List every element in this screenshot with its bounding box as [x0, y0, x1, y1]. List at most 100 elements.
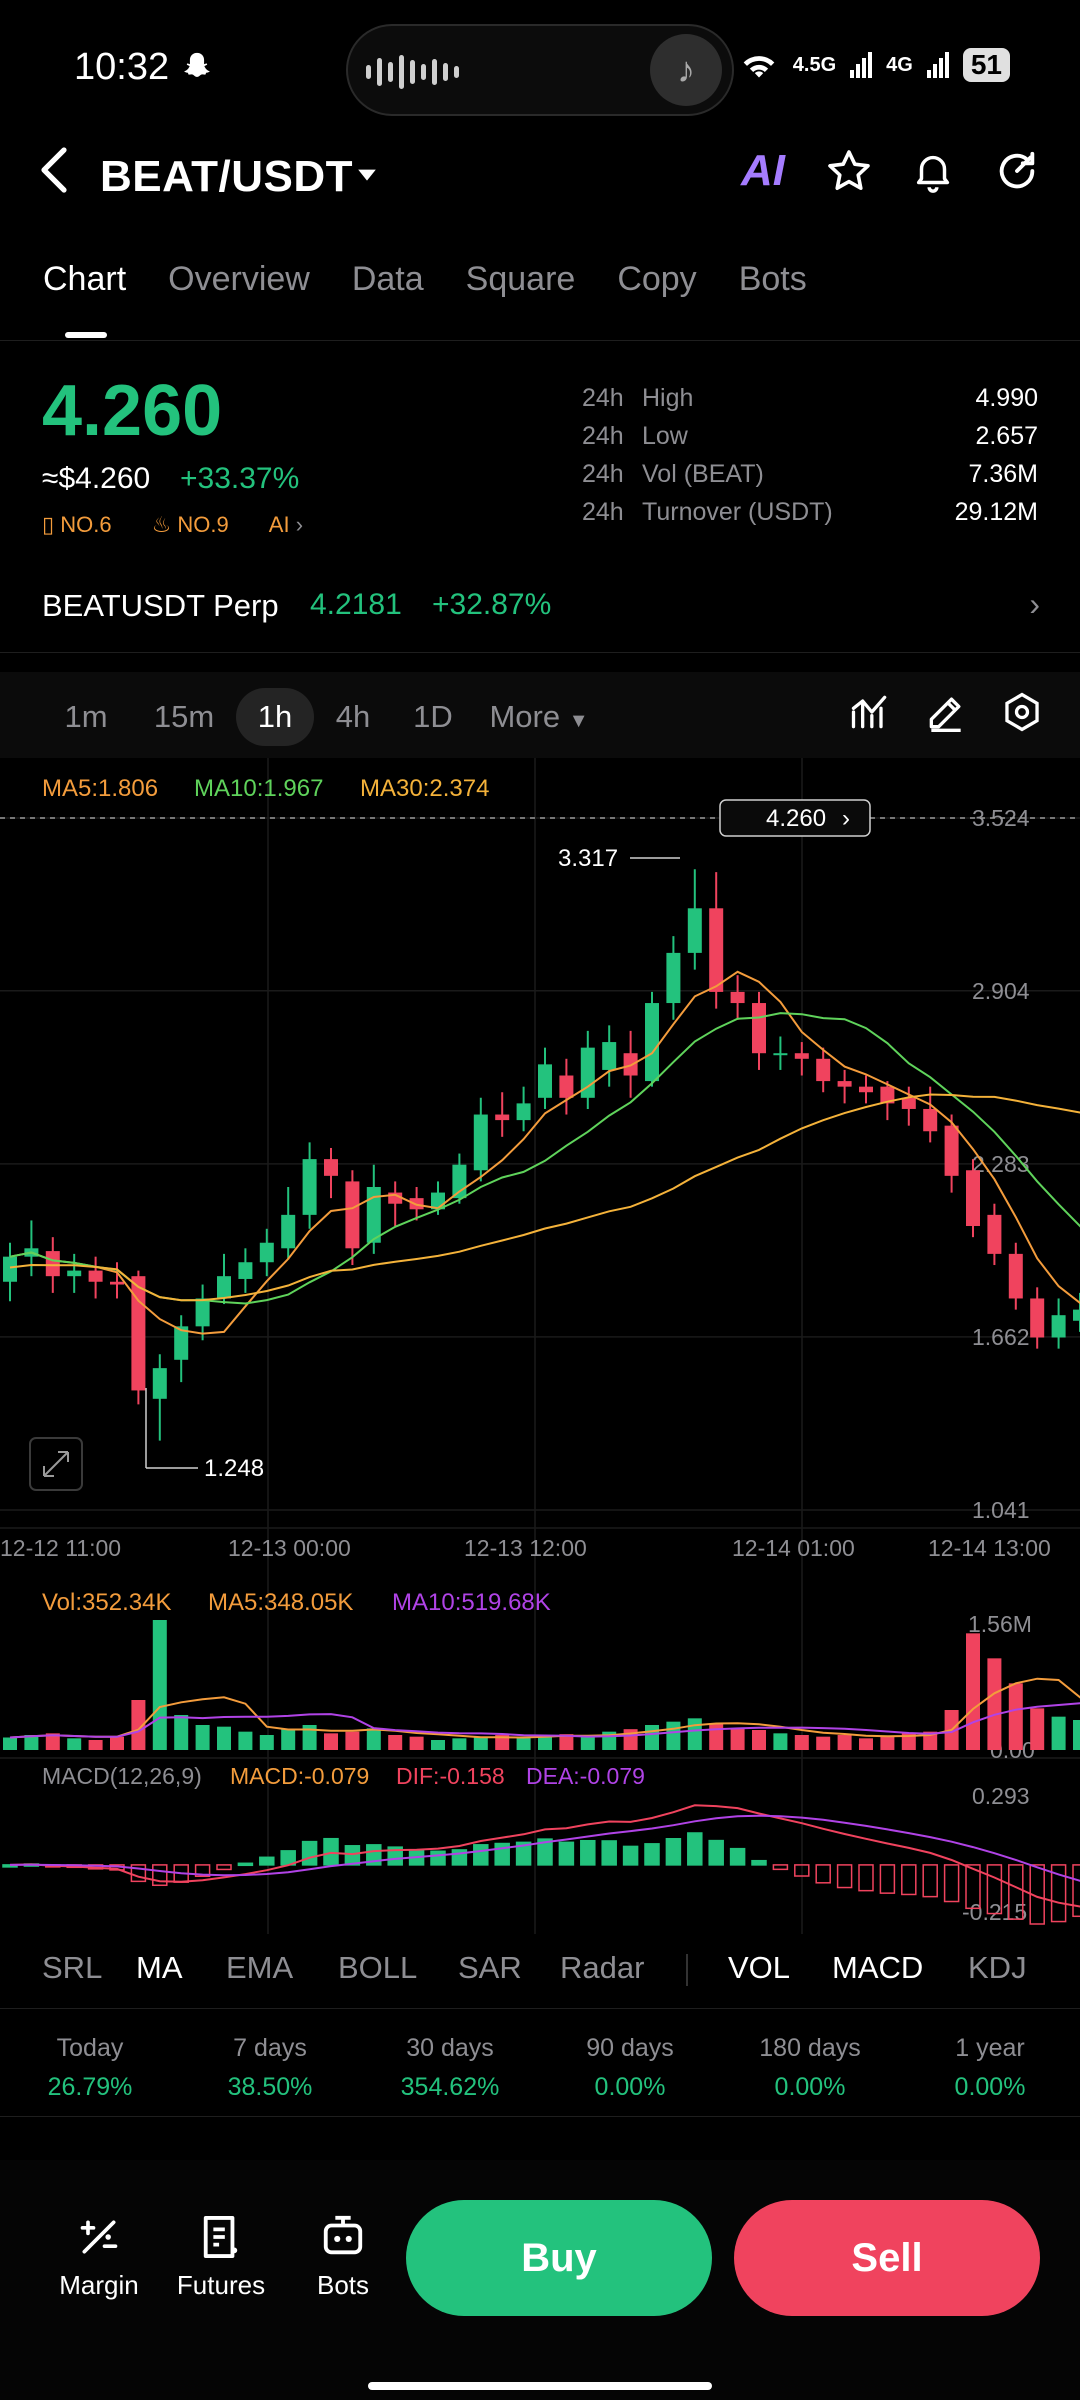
volume-bar — [923, 1731, 938, 1750]
nav-margin[interactable]: Margin — [44, 2210, 154, 2301]
x-tick-label: 12-14 13:00 — [928, 1535, 1051, 1561]
tf-1h[interactable]: 1h — [236, 688, 314, 746]
ind-srl[interactable]: SRL — [42, 1950, 103, 1985]
volume-bar — [324, 1733, 338, 1750]
return-period: 1 year — [955, 2034, 1025, 2062]
ind-sar[interactable]: SAR — [458, 1950, 522, 1985]
price-chart[interactable]: MA5:1.806 MA10:1.967 MA30:2.374 3.5242.9… — [0, 758, 1080, 1934]
futures-doc-icon — [166, 2210, 276, 2264]
ind-boll[interactable]: BOLL — [338, 1950, 418, 1985]
macd-bar — [473, 1844, 489, 1866]
vol-ma5-legend: MA5:348.05K — [208, 1589, 353, 1616]
ai-assistant-button[interactable]: AI — [730, 138, 796, 204]
volume-bar — [859, 1738, 873, 1750]
ind-ema[interactable]: EMA — [226, 1950, 294, 1985]
macd-bar — [152, 1864, 168, 1887]
bottom-bar: Margin Futures Bots Buy Sell — [0, 2160, 1080, 2400]
volume-bar — [409, 1736, 424, 1750]
back-button[interactable] — [36, 146, 72, 206]
draw-pencil-icon[interactable] — [924, 690, 968, 739]
perp-row[interactable]: BEATUSDT Perp 4.2181 +32.87% › — [0, 586, 1080, 664]
pair-title[interactable]: BEAT/USDT — [100, 152, 354, 201]
expand-icon[interactable] — [29, 1437, 83, 1491]
macd-bar — [622, 1845, 639, 1866]
rank-badge-2[interactable]: ♨ NO.9 — [152, 512, 229, 538]
return-value: 38.50% — [227, 2073, 313, 2101]
nav-bots[interactable]: Bots — [288, 2210, 398, 2301]
buy-button[interactable]: Buy — [406, 2200, 712, 2316]
tab-copy[interactable]: Copy — [617, 260, 697, 298]
stat-period: 24h — [582, 460, 624, 488]
tf-1m[interactable]: 1m — [64, 699, 108, 734]
volume-bar — [88, 1740, 103, 1750]
dynamic-island: ♪ — [346, 24, 734, 116]
volume-bar — [687, 1718, 702, 1750]
tf-4h[interactable]: 4h — [335, 699, 371, 734]
return-value: 0.00% — [594, 2073, 666, 2101]
volume-bar — [816, 1736, 831, 1750]
tf-15m[interactable]: 15m — [153, 699, 215, 734]
candle-body — [110, 1281, 124, 1285]
macd-bar — [665, 1837, 682, 1866]
macd-bar — [515, 1841, 532, 1866]
stat-label: Low — [642, 422, 688, 450]
candle-body — [67, 1270, 82, 1277]
dif-line — [9, 1804, 1080, 1908]
macd-bar — [301, 1840, 318, 1866]
favorite-star-icon[interactable] — [816, 138, 882, 204]
candle-body — [730, 991, 745, 1004]
tab-bots[interactable]: Bots — [738, 260, 807, 298]
return-30d: 30 days 354.62% — [360, 2010, 540, 2116]
low-marker-label: 1.248 — [204, 1455, 264, 1482]
tab-chart[interactable]: Chart — [43, 260, 126, 340]
volume-bar — [516, 1737, 531, 1750]
tab-square[interactable]: Square — [465, 260, 576, 298]
volume-bar — [24, 1735, 39, 1750]
stat-value: 4.990 — [975, 384, 1038, 412]
tab-overview[interactable]: Overview — [168, 260, 310, 298]
volume-bar — [452, 1738, 467, 1750]
tf-1d[interactable]: 1D — [413, 699, 453, 734]
ai-badge[interactable]: AI › — [269, 512, 303, 538]
home-indicator — [368, 2382, 712, 2390]
ind-kdj[interactable]: KDJ — [968, 1950, 1027, 1985]
candle-body — [752, 1003, 766, 1054]
network-label-1: 4.5G — [792, 53, 837, 76]
bell-icon[interactable] — [900, 138, 966, 204]
macd-bar — [259, 1856, 275, 1866]
rank-badge-1[interactable]: ▯ NO.6 — [42, 512, 112, 538]
tf-more[interactable]: More ▼ — [486, 688, 592, 746]
macd-value: MACD:-0.079 — [230, 1763, 369, 1789]
volume-bar — [45, 1733, 60, 1750]
y-tick-label: 2.283 — [972, 1151, 1030, 1177]
candle-body — [794, 1053, 809, 1059]
tab-data[interactable]: Data — [351, 260, 424, 298]
macd-title: MACD(12,26,9) — [42, 1763, 202, 1789]
candle-body — [1030, 1298, 1045, 1338]
volume-bar — [1030, 1708, 1045, 1750]
candle-body — [3, 1256, 17, 1282]
ind-macd[interactable]: MACD — [832, 1950, 924, 1985]
candle-body — [1008, 1253, 1023, 1299]
ind-ma[interactable]: MA — [136, 1950, 183, 1985]
indicator-icon[interactable] — [848, 690, 892, 739]
ma-lines — [9, 970, 1080, 1335]
macd-bar — [836, 1864, 853, 1889]
signal-icon-2 — [926, 52, 949, 78]
share-icon[interactable] — [984, 138, 1050, 204]
ind-radar[interactable]: Radar — [560, 1950, 645, 1985]
return-90d: 90 days 0.00% — [540, 2010, 720, 2116]
stat-period: 24h — [582, 422, 624, 450]
macd-bar — [858, 1864, 874, 1892]
chart-grid — [0, 758, 1080, 1934]
macd-bar — [751, 1859, 767, 1866]
vol-legend: Vol:352.34K — [42, 1589, 171, 1616]
nav-futures[interactable]: Futures — [166, 2210, 276, 2301]
volume-bar — [152, 1620, 167, 1750]
ind-vol[interactable]: VOL — [728, 1950, 791, 1985]
macd-bar — [772, 1864, 789, 1871]
chevron-down-icon[interactable] — [356, 160, 378, 192]
macd-bar — [194, 1864, 211, 1878]
settings-hexagon-icon[interactable] — [1000, 690, 1044, 739]
sell-button[interactable]: Sell — [734, 2200, 1040, 2316]
